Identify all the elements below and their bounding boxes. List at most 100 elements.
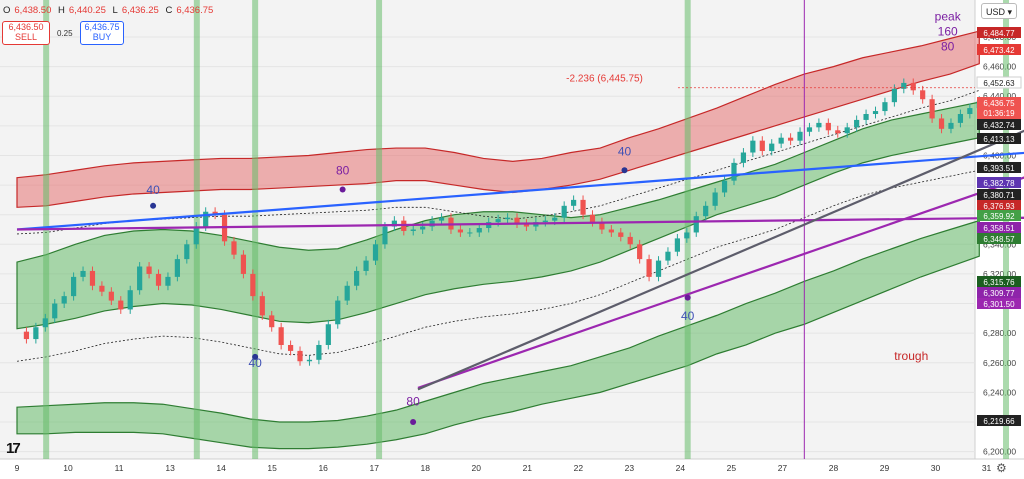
spread-value: 0.25 xyxy=(57,29,73,38)
ohlc-readout: O 6,438.50 H 6,440.25 L 6,436.25 C 6,436.75 xyxy=(3,5,217,16)
candle-body xyxy=(504,217,511,220)
time-tick-label: 25 xyxy=(727,463,737,473)
time-tick-label: 23 xyxy=(625,463,635,473)
candle-body xyxy=(552,217,558,221)
cycle-marker-dot xyxy=(684,294,691,301)
trendline-grey[interactable] xyxy=(417,129,1024,391)
candle-body xyxy=(325,324,331,345)
candle-body xyxy=(759,140,765,152)
price-label-tag xyxy=(977,119,1021,130)
candle-body xyxy=(627,236,633,245)
candle-body xyxy=(910,82,916,91)
candle-body xyxy=(769,143,775,152)
candle-body xyxy=(929,99,935,119)
price-label-tag xyxy=(977,97,1021,119)
candle-body xyxy=(335,300,341,325)
candle-body xyxy=(665,251,671,261)
ohlc-high-label: H xyxy=(58,5,65,16)
candle-body xyxy=(391,220,397,227)
ohlc-high: 6,440.25 xyxy=(68,5,106,16)
candle-body xyxy=(354,270,360,286)
price-label-value: 6,432.74 xyxy=(983,121,1015,130)
candle-body xyxy=(203,211,209,227)
candle-body xyxy=(476,228,482,233)
time-tick-label: 27 xyxy=(778,463,788,473)
annotation-label: 80 xyxy=(406,395,420,409)
candle-body xyxy=(844,127,850,134)
countdown-label: 01:36:19 xyxy=(983,109,1015,118)
candle-body xyxy=(42,318,48,328)
candle-body xyxy=(438,217,445,221)
candle-body xyxy=(901,82,907,89)
price-label-value: 6,484.77 xyxy=(983,29,1015,38)
candle-body xyxy=(344,285,350,301)
time-tick-label: 24 xyxy=(676,463,686,473)
candle-body xyxy=(99,285,105,292)
ohlc-low: 6,436.25 xyxy=(121,5,159,16)
ohlc-low-label: L xyxy=(112,5,118,16)
price-tick-label: 6,200.00 xyxy=(983,447,1016,457)
candle-body xyxy=(193,226,199,245)
price-tick-label: 6,340.00 xyxy=(983,239,1016,249)
price-label-tag xyxy=(977,222,1021,233)
price-label-value: 6,380.71 xyxy=(983,191,1015,200)
candle-body xyxy=(589,214,596,223)
candle-body xyxy=(580,199,586,215)
time-tick-label: 14 xyxy=(216,463,226,473)
ohlc-open-label: O xyxy=(3,5,11,16)
dotted-envelope-lower xyxy=(16,169,980,362)
trendline-purple-steep[interactable] xyxy=(417,0,1024,389)
cycle-marker-dot xyxy=(410,418,417,425)
buy-label: BUY xyxy=(92,32,112,42)
price-label-value: 6,309.77 xyxy=(983,289,1015,298)
price-label-tag xyxy=(977,233,1021,244)
candle-body xyxy=(410,229,416,231)
buy-price: 6,436.75 xyxy=(84,22,120,32)
candle-body xyxy=(608,229,614,233)
price-tick-label: 6,280.00 xyxy=(983,328,1016,338)
trendline-purple-flat[interactable] xyxy=(16,212,1024,231)
candle-body xyxy=(420,226,426,230)
currency-select[interactable]: USD ▾ xyxy=(981,3,1017,19)
price-label-tag xyxy=(977,177,1021,188)
candle-body xyxy=(495,219,501,223)
candle-body xyxy=(646,259,652,277)
candle-body xyxy=(806,127,813,132)
candle-body xyxy=(89,270,96,286)
trendline-blue[interactable] xyxy=(16,114,1024,231)
ohlc-close-label: C xyxy=(165,5,173,16)
price-label-value: 6,413.13 xyxy=(983,135,1015,144)
gear-icon[interactable]: ⚙ xyxy=(996,461,1007,475)
time-tick-label: 9 xyxy=(15,463,20,473)
buy-button[interactable]: 6,436.75 BUY xyxy=(80,21,124,45)
price-label-tag xyxy=(977,287,1021,298)
candle-body xyxy=(957,114,964,123)
price-label-value: 6,358.51 xyxy=(983,224,1015,233)
price-tick-label: 6,260.00 xyxy=(983,358,1016,368)
candle-body xyxy=(240,254,247,274)
price-label-tag xyxy=(977,210,1021,221)
candle-body xyxy=(684,232,690,239)
candle-body xyxy=(854,119,860,128)
candle-body xyxy=(80,270,86,277)
candle-body xyxy=(778,137,784,144)
annotation-label: peak xyxy=(935,10,962,24)
time-tick-label: 17 xyxy=(369,463,379,473)
price-tick-label: 6,320.00 xyxy=(983,269,1016,279)
price-label-value: 6,452.63 xyxy=(983,79,1015,88)
price-label-tag xyxy=(977,298,1021,309)
candle-body xyxy=(23,331,30,340)
price-label-tag xyxy=(977,133,1021,144)
chevron-down-icon: ▾ xyxy=(1007,7,1013,17)
candle-body xyxy=(542,220,548,223)
candle-body xyxy=(721,180,728,193)
cycle-marker-dot xyxy=(150,202,157,209)
candle-body xyxy=(703,205,709,217)
candle-body xyxy=(571,199,577,206)
price-label-tag xyxy=(977,44,1021,55)
candle-body xyxy=(693,216,699,233)
sell-button[interactable]: 6,436.50 SELL xyxy=(2,21,50,45)
price-label-tag xyxy=(977,162,1021,173)
candle-body xyxy=(269,315,275,328)
